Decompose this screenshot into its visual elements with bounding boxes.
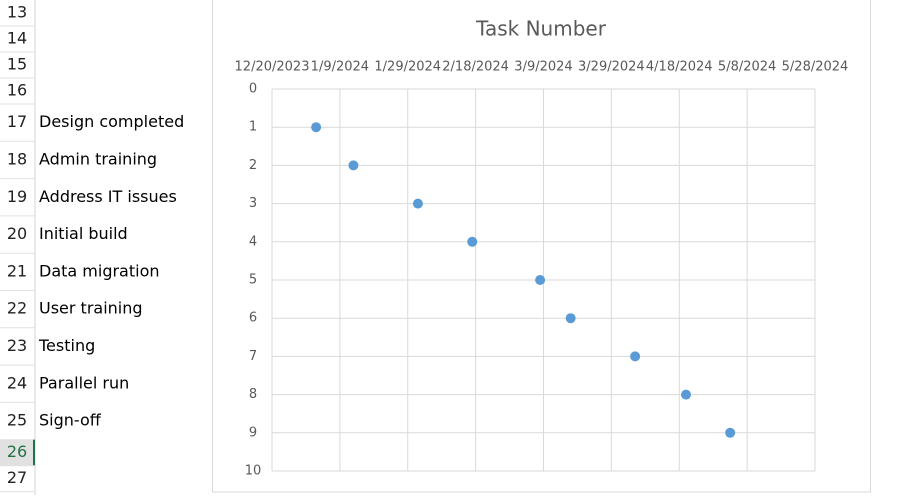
y-tick-label: 9	[249, 425, 257, 440]
row-number: 14	[7, 29, 27, 48]
cell-text: Admin training	[39, 149, 157, 168]
cell-text: Design completed	[39, 112, 184, 131]
y-tick-label: 5	[249, 273, 257, 288]
x-tick-label: 12/20/2023	[235, 60, 310, 75]
y-tick-label: 6	[249, 311, 257, 326]
cell-text: Initial build	[39, 224, 128, 243]
point	[565, 313, 576, 324]
selected-row-header	[0, 439, 35, 466]
y-tick-label: 10	[245, 464, 262, 479]
y-tick-label: 2	[249, 158, 257, 173]
row-number: 18	[7, 149, 27, 168]
point	[348, 160, 359, 171]
y-tick-label: 3	[249, 196, 257, 211]
row-number: 17	[7, 112, 27, 131]
row-number: 19	[7, 187, 27, 206]
cell-text: Address IT issues	[39, 187, 177, 206]
row-number: 23	[7, 336, 27, 355]
row-number: 21	[7, 261, 27, 280]
chart-title: Task Number	[475, 17, 607, 41]
x-tick-label: 3/29/2024	[578, 60, 645, 75]
x-tick-label: 1/29/2024	[374, 60, 441, 75]
row-number: 24	[7, 373, 27, 392]
x-tick-label: 2/18/2024	[442, 60, 509, 75]
cell-text: User training	[39, 299, 143, 318]
point	[630, 351, 641, 362]
point	[467, 236, 478, 247]
cell-text: Data migration	[39, 261, 160, 280]
point	[311, 122, 322, 133]
y-tick-label: 1	[249, 120, 257, 135]
point	[535, 275, 546, 285]
x-tick-label: 4/18/2024	[646, 60, 713, 75]
point	[681, 389, 692, 400]
row-number: 20	[7, 224, 27, 243]
point	[412, 198, 423, 209]
cell-text: Parallel run	[39, 373, 129, 392]
cell-text: Testing	[38, 336, 95, 355]
row-number: 27	[7, 468, 27, 487]
row-number: 15	[7, 55, 27, 74]
x-tick-label: 5/28/2024	[782, 60, 849, 75]
chart-area[interactable]	[212, 0, 871, 493]
y-tick-label: 4	[249, 234, 257, 249]
row-number: 16	[7, 81, 27, 100]
x-tick-label: 5/8/2024	[718, 60, 776, 75]
row-header-column	[0, 0, 35, 495]
row-number: 22	[7, 299, 27, 318]
x-tick-label: 1/9/2024	[311, 60, 369, 75]
row-number: 26	[7, 442, 27, 461]
row-number: 13	[7, 3, 27, 22]
y-tick-label: 7	[249, 349, 257, 364]
row-number: 25	[7, 411, 27, 430]
y-tick-label: 8	[249, 387, 257, 402]
point	[725, 427, 736, 438]
cell-text: Sign-off	[39, 411, 102, 430]
x-tick-label: 3/9/2024	[514, 60, 572, 75]
y-tick-label: 0	[249, 82, 257, 97]
